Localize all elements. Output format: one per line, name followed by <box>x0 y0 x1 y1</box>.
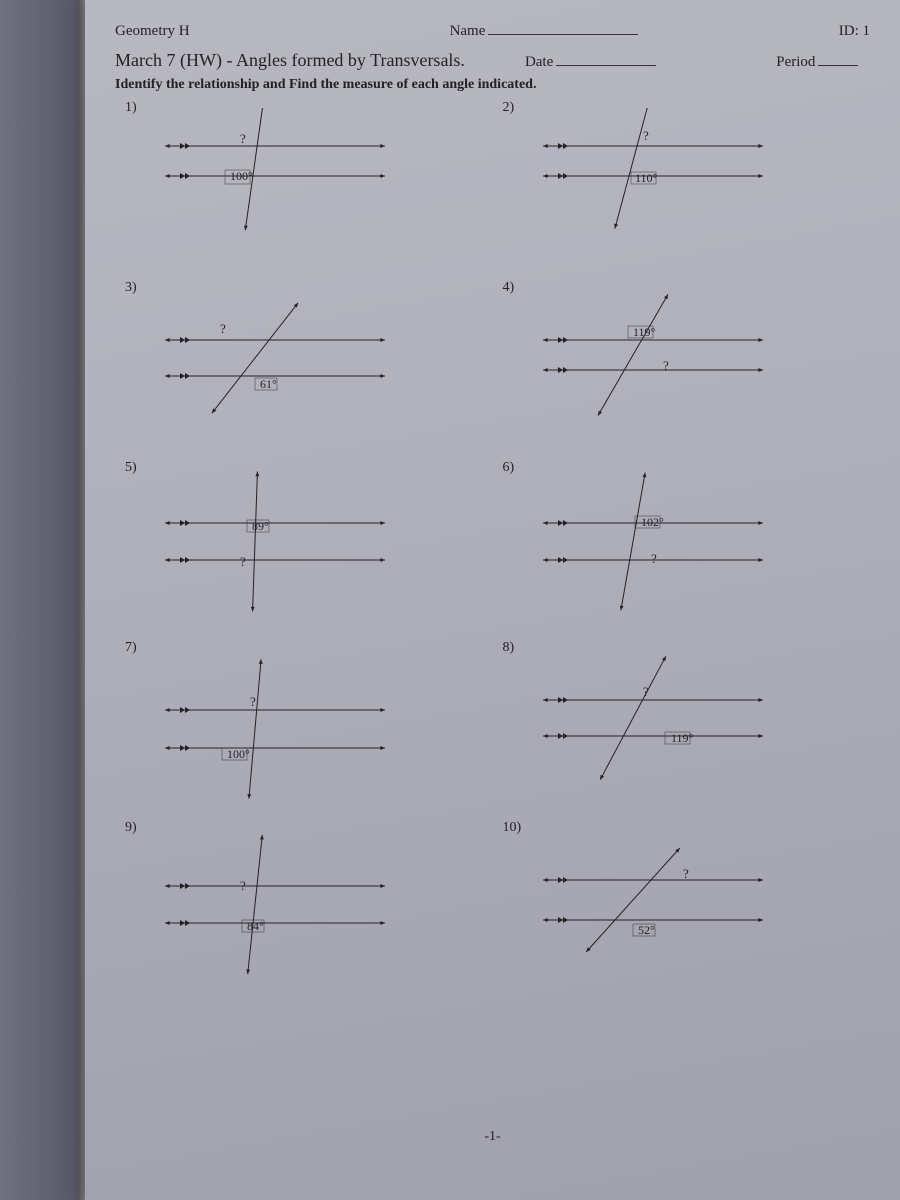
unknown-angle-label: ? <box>651 551 657 566</box>
page-number: -1- <box>484 1129 500 1145</box>
known-angle-label: 52° <box>638 923 655 937</box>
known-angle-label: 102° <box>641 515 664 529</box>
known-angle-label: 119° <box>633 325 656 339</box>
problem-6: 6) 102° ? <box>493 458 871 638</box>
transversal-diagram: 119° ? <box>513 648 793 803</box>
known-angle-label: 110° <box>635 171 658 185</box>
date-blank[interactable] <box>556 48 656 66</box>
transversal-diagram: 52° ? <box>513 828 793 983</box>
header-row-2: March 7 (HW) - Angles formed by Transver… <box>115 48 870 71</box>
problem-7: 7) 100° ? <box>115 638 493 818</box>
unknown-angle-label: ? <box>240 131 246 146</box>
unknown-angle-label: ? <box>643 128 649 143</box>
name-label: Name <box>450 23 486 40</box>
transversal-diagram: 100° ? <box>135 648 415 803</box>
problem-8: 8) 119° ? <box>493 638 871 818</box>
course-name: Geometry H <box>115 23 190 40</box>
known-angle-label: 84° <box>247 919 264 933</box>
unknown-angle-label: ? <box>250 694 256 709</box>
name-blank[interactable] <box>488 20 638 35</box>
problem-9: 9) 84° ? <box>115 818 493 998</box>
known-angle-label: 119° <box>671 731 694 745</box>
page-edge-shadow <box>0 0 85 1200</box>
transversal-diagram: 89° ? <box>135 468 415 623</box>
header-row-1: Geometry H Name ID: 1 <box>115 20 870 40</box>
known-angle-label: 100° <box>230 169 253 183</box>
unknown-angle-label: ? <box>663 358 669 373</box>
transversal-diagram: 100° ? <box>135 108 415 263</box>
problem-4: 4) 119° ? <box>493 278 871 458</box>
problem-10: 10) 52° ? <box>493 818 871 998</box>
worksheet-page: Geometry H Name ID: 1 March 7 (HW) - Ang… <box>85 0 900 1200</box>
problem-2: 2) 110° ? <box>493 98 871 278</box>
id-label: ID: 1 <box>839 23 870 40</box>
unknown-angle-label: ? <box>683 866 689 881</box>
worksheet-title: March 7 (HW) - Angles formed by Transver… <box>115 50 465 71</box>
unknown-angle-label: ? <box>220 321 226 336</box>
transversal-diagram: 119° ? <box>513 288 793 443</box>
transversal-diagram: 61° ? <box>135 288 415 443</box>
unknown-angle-label: ? <box>240 878 246 893</box>
unknown-angle-label: ? <box>240 554 246 569</box>
period-blank[interactable] <box>818 48 858 66</box>
transversal-diagram: 84° ? <box>135 828 415 983</box>
problem-3: 3) 61° ? <box>115 278 493 458</box>
problems-grid: 1) 100° ? 2) <box>115 98 870 998</box>
known-angle-label: 100° <box>227 747 250 761</box>
instructions-text: Identify the relationship and Find the m… <box>115 77 870 93</box>
period-label: Period <box>776 54 815 71</box>
transversal-diagram: 110° ? <box>513 108 793 263</box>
problem-1: 1) 100° ? <box>115 98 493 278</box>
known-angle-label: 89° <box>252 519 269 533</box>
unknown-angle-label: ? <box>643 684 649 699</box>
transversal-diagram: 102° ? <box>513 468 793 623</box>
known-angle-label: 61° <box>260 377 277 391</box>
date-label: Date <box>525 54 553 71</box>
problem-5: 5) 89° ? <box>115 458 493 638</box>
